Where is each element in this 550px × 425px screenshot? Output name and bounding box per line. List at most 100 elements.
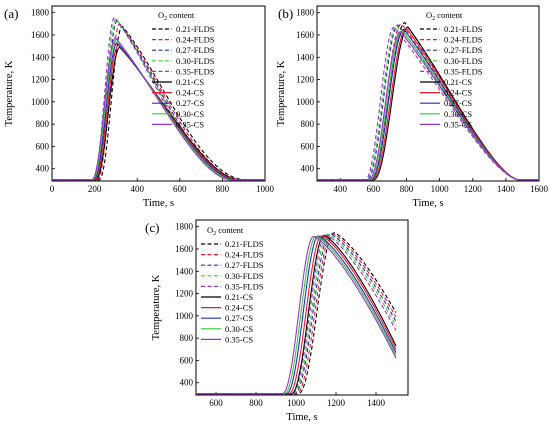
x-tick-label: 1200 [464,184,483,194]
y-axis-label: Temperature, K [276,60,287,126]
legend-entry: 0.30-CS [176,109,204,119]
legend-entry: 0.24-CS [444,88,472,98]
y-tick-label: 1200 [296,75,315,85]
x-axis-label: Time, s [286,412,317,423]
x-axis-label: Time, s [412,198,443,209]
legend-entry: 0.24-CS [225,303,253,313]
x-tick-label: 1200 [327,398,346,408]
legend-entry: 0.35-FLDS [225,281,264,291]
series-group [52,17,265,181]
legend: O2 content0.21-FLDS0.24-FLDS0.27-FLDS0.3… [152,10,215,129]
series-line-0.27-CS [317,28,539,181]
legend-entry: 0.27-FLDS [176,45,215,55]
y-tick-label: 400 [180,378,194,388]
y-tick-label: 1000 [31,97,50,107]
y-tick-label: 1400 [175,266,194,276]
y-tick-label: 1200 [31,75,50,85]
y-tick-label: 800 [36,119,50,129]
y-tick-label: 400 [301,164,315,174]
y-tick-label: 1000 [296,97,315,107]
series-line-0.35-CS [196,235,397,395]
legend-entry: 0.21-CS [225,292,253,302]
x-tick-label: 400 [130,184,144,194]
chart-panel-3: (c) 600 800 1000 1200 1400 400 600 800 1000 1200 14… [145,219,409,423]
y-tick-label: 600 [36,141,50,151]
y-tick-label: 800 [301,119,315,129]
series-group [196,232,397,395]
panel-label: (c) [145,220,159,235]
y-tick-label: 600 [301,141,315,151]
x-tick-label: 1400 [497,184,516,194]
legend-title: O2 content [426,10,463,22]
series-line-0.27-CS [52,42,265,181]
legend-entry: 0.21-CS [176,77,204,87]
x-tick-label: 1600 [530,184,549,194]
y-tick-label: 1600 [296,30,315,40]
legend-entry: 0.35-CS [176,119,204,129]
y-axis-label: Temperature, K [4,60,15,126]
x-tick-label: 400 [333,184,347,194]
legend-entry: 0.24-CS [176,88,204,98]
y-tick-label: 1600 [175,244,194,254]
series-line-0.24-FLDS [52,23,265,181]
legend: O2 content0.21-FLDS0.24-FLDS0.27-FLDS0.3… [420,10,483,129]
legend-entry: 0.27-CS [176,98,204,108]
legend-entry: 0.24-FLDS [444,35,483,45]
x-tick-label: 600 [209,398,223,408]
y-tick-label: 1800 [31,8,50,18]
chart-panel-2: (b) 400 600 800 1000 1200 1400 1600 400 600 800 100… [276,5,549,209]
legend-entry: 0.27-FLDS [225,260,264,270]
series-line-0.35-CS [317,31,539,181]
legend-entry: 0.35-FLDS [444,66,483,76]
series-line-0.21-FLDS [317,22,539,181]
legend-entry: 0.30-CS [225,324,253,334]
legend-entry: 0.35-CS [444,119,472,129]
chart-panel-1: (a) 0 200 400 600 800 1000 400 600 800 1000 1200 140… [4,5,275,209]
series-line-0.24-CS [317,27,539,181]
series-line-0.35-CS [52,37,265,181]
series-group [317,22,539,181]
panel-label: (a) [4,6,18,21]
series-line-0.24-CS [52,44,265,181]
legend-title: O2 content [158,10,195,22]
panel-label: (b) [278,6,293,21]
series-line-0.24-FLDS [317,23,539,181]
legend-entry: 0.21-FLDS [444,24,483,34]
y-tick-label: 1800 [296,8,315,18]
legend-entry: 0.21-FLDS [176,24,215,34]
legend-entry: 0.24-FLDS [225,250,264,260]
y-tick-label: 1200 [175,289,194,299]
plot-frame [51,5,266,182]
y-tick-label: 1400 [296,52,315,62]
legend-entry: 0.27-CS [225,313,253,323]
x-tick-label: 0 [50,184,55,194]
x-tick-label: 1400 [367,398,386,408]
legend-entry: 0.30-FLDS [444,56,483,66]
x-tick-label: 800 [400,184,414,194]
y-tick-label: 600 [180,355,194,365]
legend-entry: 0.21-CS [444,77,472,87]
plot-frame [195,219,409,396]
x-tick-label: 800 [249,398,263,408]
y-axis-label: Temperature, K [151,274,162,340]
y-tick-label: 1400 [31,52,50,62]
legend-entry: 0.27-FLDS [444,45,483,55]
legend-entry: 0.35-FLDS [176,66,215,76]
legend: O2 content0.21-FLDS0.24-FLDS0.27-FLDS0.3… [201,225,264,344]
x-tick-label: 600 [367,184,381,194]
x-tick-label: 1000 [431,184,450,194]
x-tick-label: 800 [216,184,230,194]
legend-entry: 0.30-CS [444,109,472,119]
x-axis-label: Time, s [143,198,174,209]
series-line-0.27-FLDS [317,24,539,181]
plot-frame [316,5,540,182]
x-tick-label: 1000 [256,184,275,194]
x-tick-label: 600 [173,184,187,194]
y-tick-label: 400 [36,164,50,174]
y-tick-label: 800 [180,333,194,343]
legend-entry: 0.30-FLDS [176,56,215,66]
x-tick-label: 1000 [287,398,306,408]
legend-entry: 0.30-FLDS [225,271,264,281]
y-tick-label: 1800 [175,222,194,232]
